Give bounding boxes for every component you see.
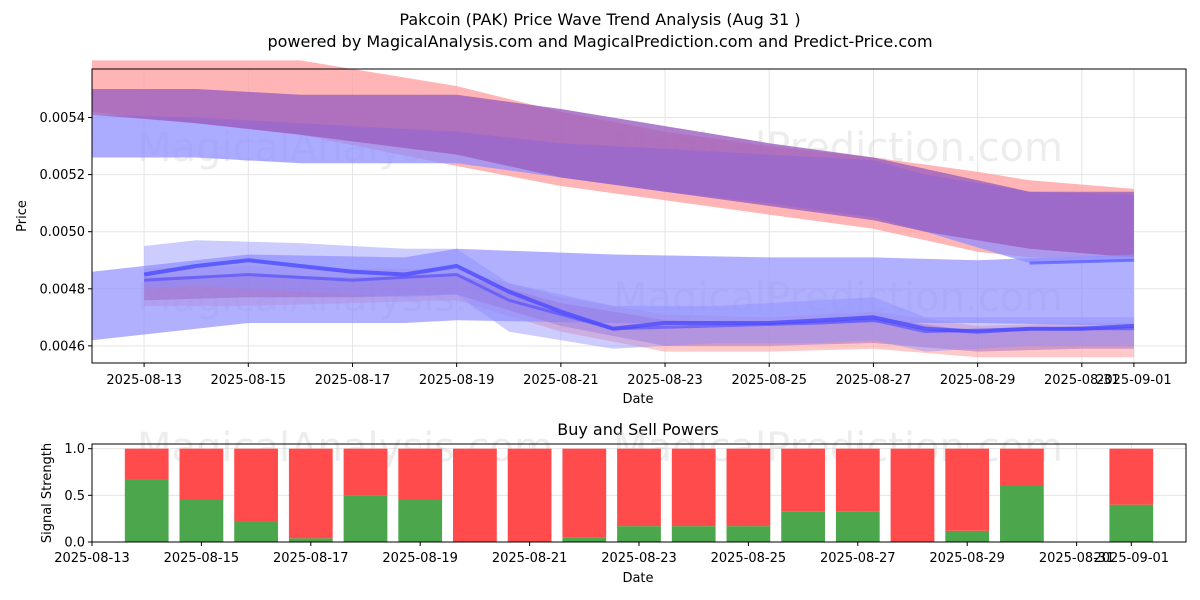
price-y-tick-label: 0.0050 <box>40 225 86 240</box>
sell-bar <box>234 448 278 522</box>
chart-title: Pakcoin (PAK) Price Wave Trend Analysis … <box>399 10 800 29</box>
buy-bar <box>288 538 333 542</box>
sell-bar <box>124 448 169 480</box>
signal-y-label: Signal Strength <box>40 443 55 543</box>
price-chart: MagicalAnalysis.com MagicalPrediction.co… <box>15 60 1187 407</box>
price-line <box>1029 258 1134 265</box>
sell-bar <box>1000 448 1044 486</box>
signal-y-tick-label: 0.0 <box>64 536 85 551</box>
price-band <box>144 274 1134 352</box>
price-axes-frame <box>91 68 1187 364</box>
price-y-tick-label: 0.0052 <box>40 168 86 183</box>
price-band <box>92 114 1134 264</box>
price-y-tick-label: 0.0054 <box>40 111 86 126</box>
signal-x-tick-label: 2025-08-25 <box>711 551 787 566</box>
sell-bar <box>835 448 880 512</box>
signal-x-tick-label: 2025-08-27 <box>820 551 896 566</box>
price-x-tick-label: 2025-08-21 <box>523 373 599 388</box>
sell-bar <box>617 448 661 527</box>
sell-bar <box>671 448 716 527</box>
price-x-tick-label: 2025-08-17 <box>315 373 391 388</box>
signal-bars <box>124 448 1154 542</box>
chart-subtitle: powered by MagicalAnalysis.com and Magic… <box>267 32 932 51</box>
price-x-tick-label: 2025-09-01 <box>1096 373 1172 388</box>
price-x-tick-label: 2025-08-25 <box>731 373 807 388</box>
buy-bar <box>726 526 771 542</box>
buy-bar <box>124 479 169 542</box>
signal-ticks: 2025-08-13 2025-08-15 2025-08-17 2025-08-19… <box>54 442 1169 566</box>
signal-x-tick-label: 2025-08-15 <box>164 551 240 566</box>
sell-bar <box>1109 448 1154 505</box>
signal-x-tick-label: 2025-08-17 <box>273 551 349 566</box>
price-x-tick-label: 2025-08-23 <box>627 373 703 388</box>
price-ticks: 2025-08-13 2025-08-15 2025-08-17 2025-08-19… <box>40 111 1172 388</box>
price-y-label: Price <box>15 200 30 232</box>
price-x-tick-label: 2025-08-19 <box>419 373 495 388</box>
price-lines <box>143 258 1135 334</box>
buy-bar <box>234 521 278 542</box>
signal-x-tick-label: 2025-08-13 <box>54 551 130 566</box>
signal-x-tick-label: 2025-08-23 <box>601 551 677 566</box>
buy-bar <box>945 530 990 542</box>
sell-bar <box>179 448 224 500</box>
sell-bar <box>398 448 443 500</box>
buy-bar <box>1109 504 1154 542</box>
signal-x-tick-label: 2025-08-29 <box>929 551 1005 566</box>
sell-bar <box>945 448 990 531</box>
sell-bar <box>562 448 607 538</box>
price-x-tick-label: 2025-08-31 <box>1044 373 1120 388</box>
signal-x-tick-label: 2025-08-31 <box>1039 551 1115 566</box>
price-x-tick-label: 2025-08-15 <box>211 373 287 388</box>
buy-bar <box>671 526 716 542</box>
sell-bar <box>781 448 825 512</box>
sell-bar <box>726 448 771 527</box>
signal-x-tick-label: 2025-09-01 <box>1094 551 1170 566</box>
buy-bar <box>835 511 880 542</box>
sell-bar <box>453 448 497 542</box>
buy-bar <box>398 500 443 542</box>
signal-x-tick-label: 2025-08-19 <box>382 551 458 566</box>
signal-y-tick-label: 0.5 <box>64 489 85 504</box>
sell-bar <box>288 448 333 539</box>
signal-x-label: Date <box>622 571 653 586</box>
price-line <box>144 273 1134 334</box>
price-y-tick-label: 0.0048 <box>40 282 86 297</box>
buy-bar <box>179 500 224 542</box>
buy-bar <box>1000 486 1044 542</box>
buy-bar <box>617 526 661 542</box>
signal-chart-title: Buy and Sell Powers <box>557 420 719 439</box>
price-x-tick-label: 2025-08-27 <box>836 373 912 388</box>
buy-bar <box>343 495 388 542</box>
price-bands <box>92 60 1134 358</box>
price-band <box>92 89 1134 258</box>
sell-bar <box>507 448 552 542</box>
buy-bar <box>781 511 825 542</box>
price-x-tick-label: 2025-08-29 <box>940 373 1016 388</box>
sell-bar <box>343 448 388 496</box>
sell-bar <box>890 448 935 542</box>
buy-bar <box>562 537 607 542</box>
price-y-tick-label: 0.0046 <box>40 339 86 354</box>
price-x-tick-label: 2025-08-13 <box>106 373 182 388</box>
signal-y-tick-label: 1.0 <box>64 442 85 457</box>
signal-x-tick-label: 2025-08-21 <box>492 551 568 566</box>
price-x-label: Date <box>622 392 653 407</box>
signal-chart: Buy and Sell Powers MagicalAnalysis.com … <box>40 420 1187 586</box>
